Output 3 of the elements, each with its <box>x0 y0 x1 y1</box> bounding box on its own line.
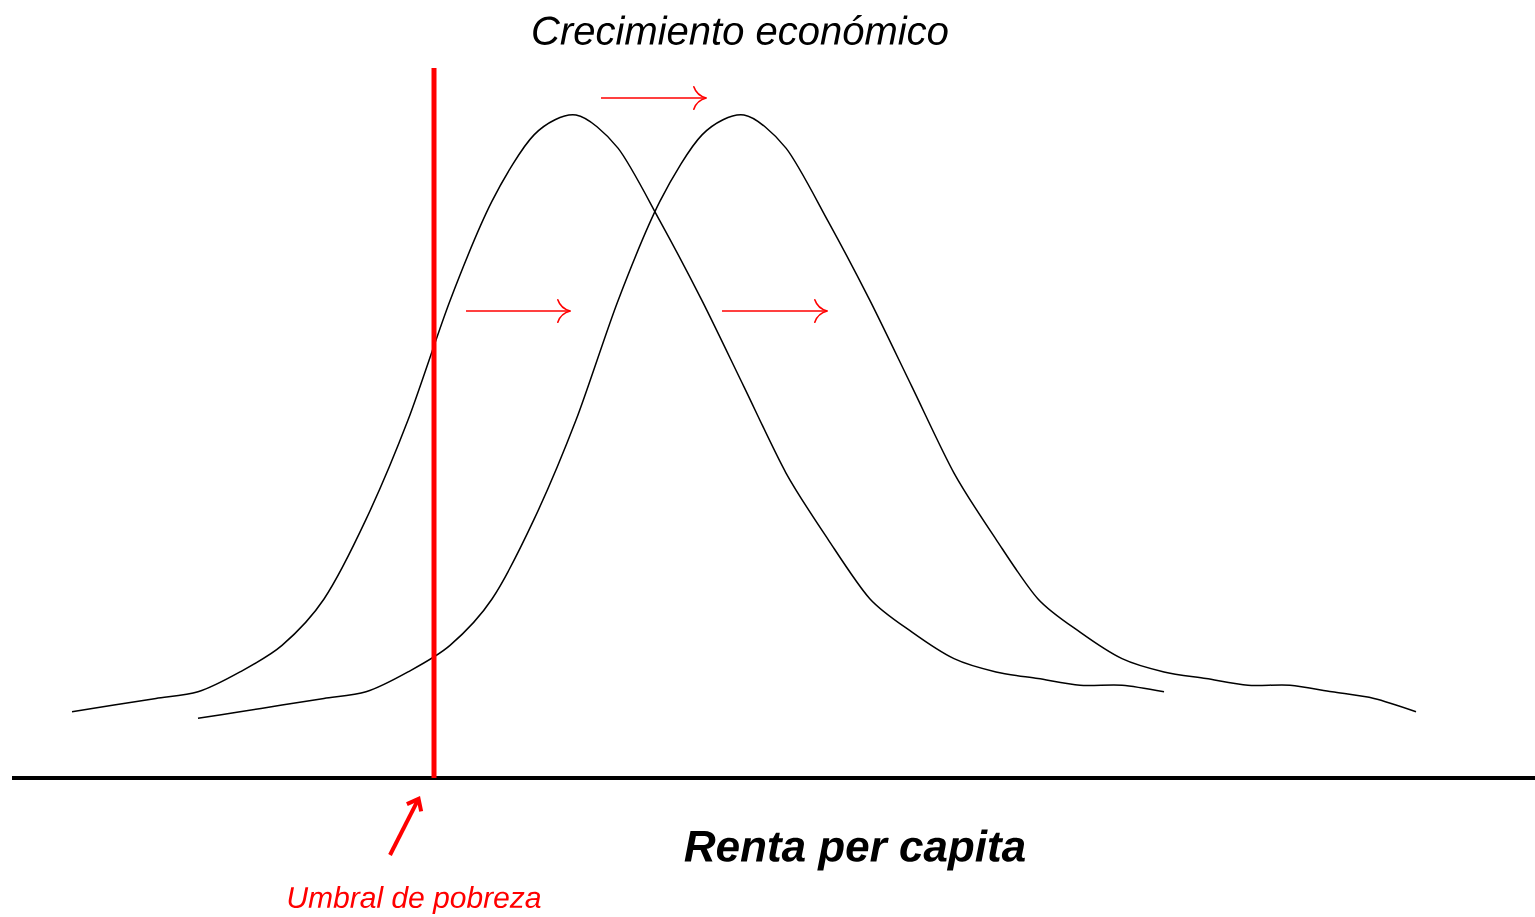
chart-title: Crecimiento económico <box>533 15 948 45</box>
text: Umbral de pobreza <box>288 886 541 914</box>
x-axis-title: Renta per capita <box>684 829 1025 871</box>
